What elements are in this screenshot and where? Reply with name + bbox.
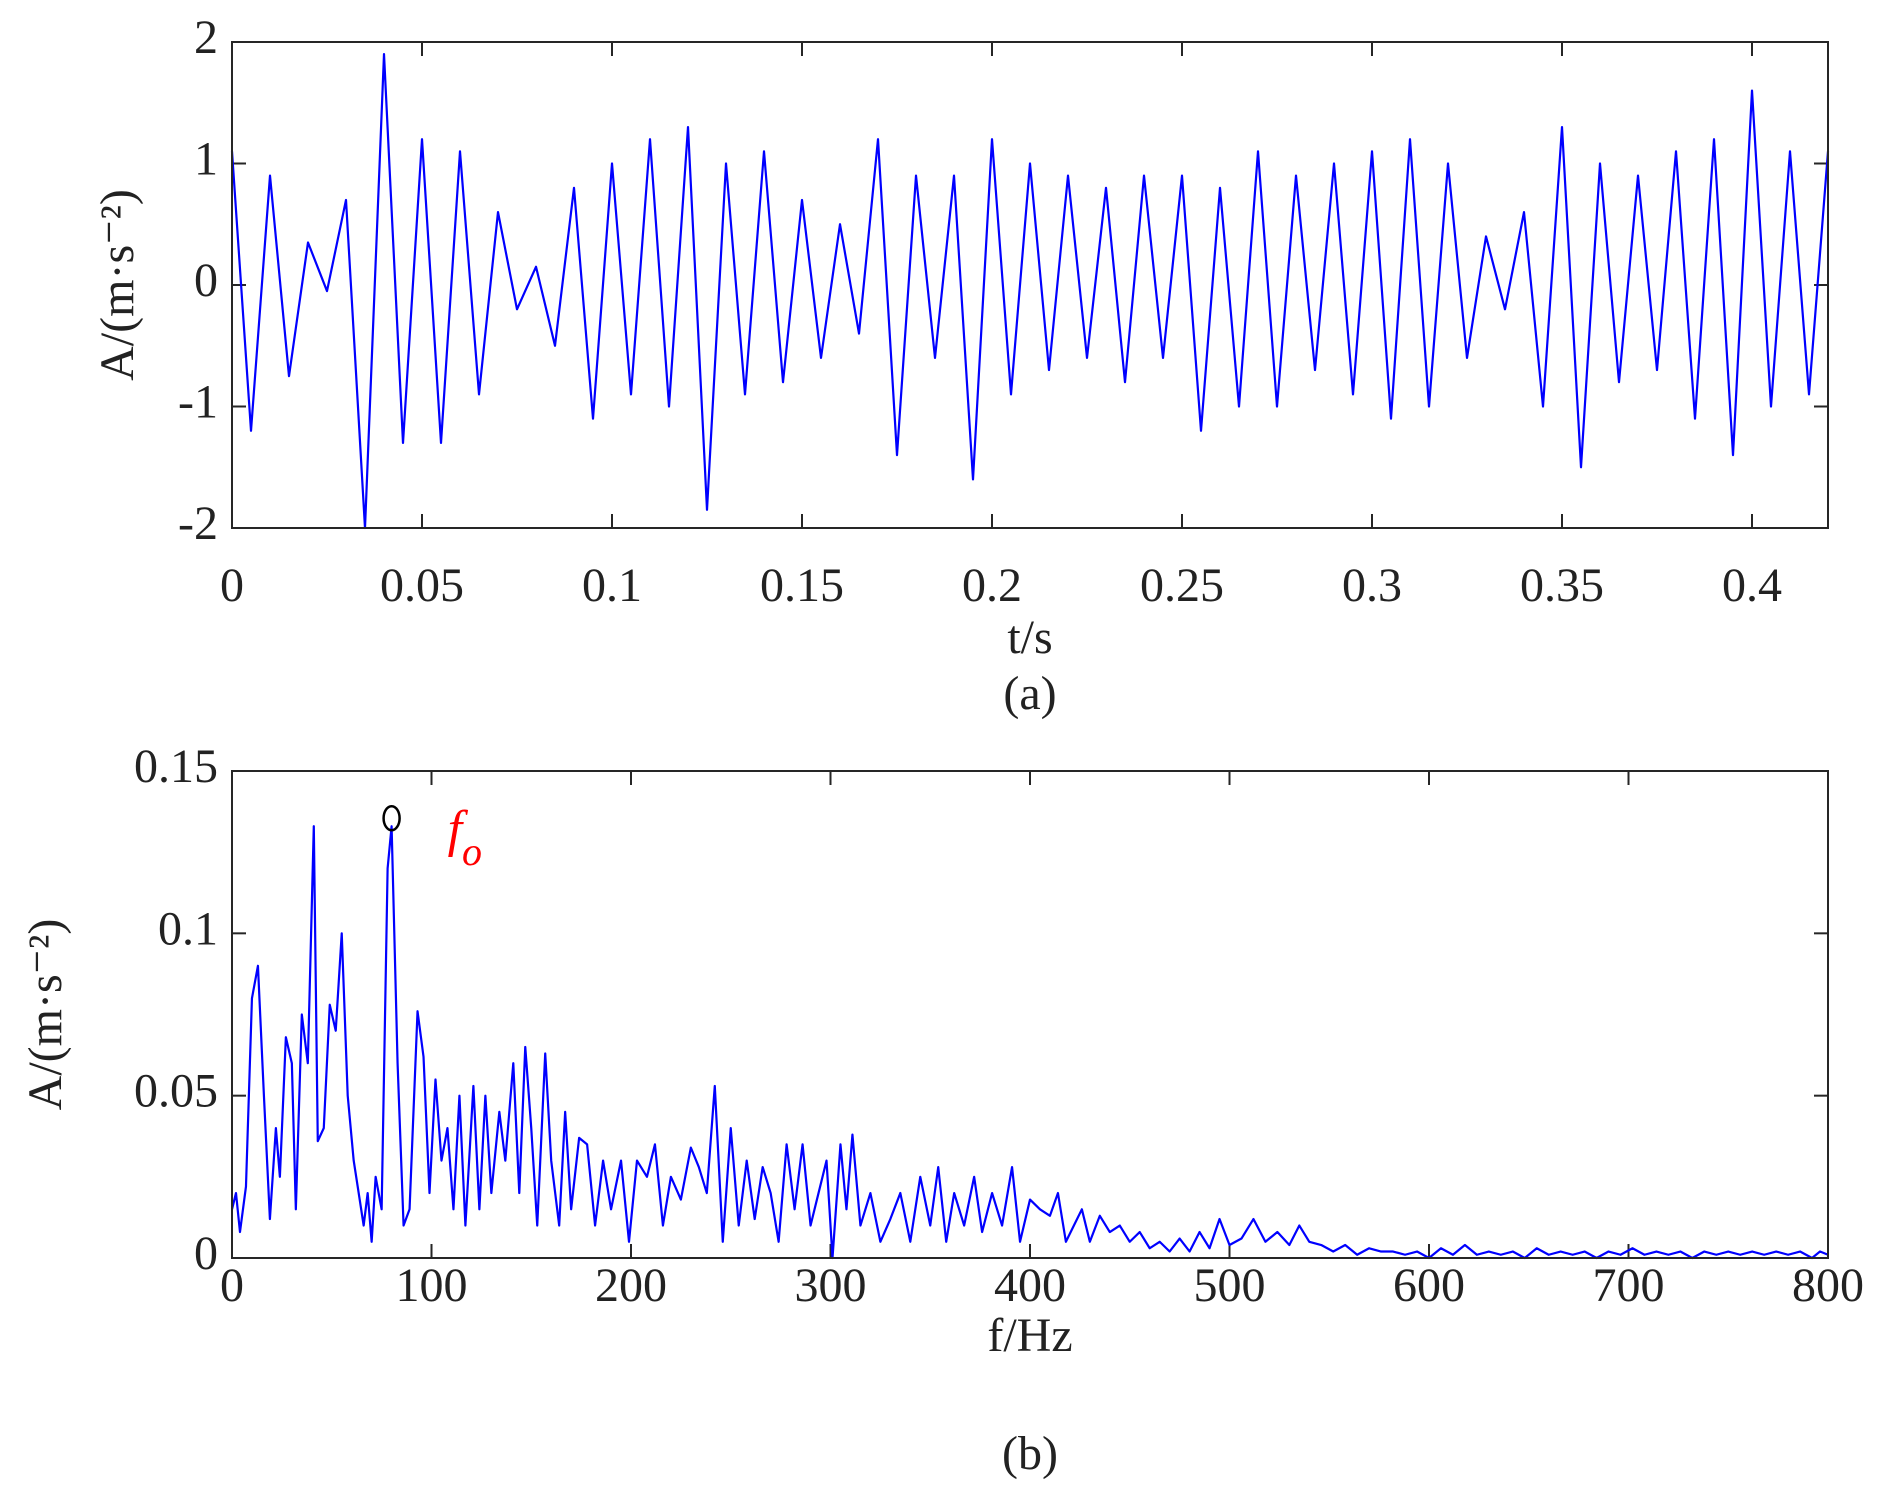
x-tick-label: 0.05 [380,559,464,612]
x-tick-label: 0.15 [760,559,844,612]
y-axis-label: A/(m·s⁻²) [19,919,72,1111]
signal-line [230,825,1829,1260]
y-tick-label: 2 [194,11,218,64]
y-tick-label: 1 [194,133,218,186]
y-tick-label: -1 [178,376,218,429]
y-tick-label: 0.1 [158,902,218,955]
x-tick-label: 400 [994,1259,1066,1312]
x-tick-label: 200 [595,1259,667,1312]
x-axis-label: t/s [1007,611,1052,664]
x-tick-label: 800 [1792,1259,1864,1312]
x-tick-label: 0.4 [1722,559,1782,612]
axes-box [231,770,1829,1259]
signal-line [230,53,1830,530]
annotation: fo [448,801,482,874]
y-tick-label: 0.05 [134,1065,218,1118]
x-tick-label: 0.35 [1520,559,1604,612]
caption: (b) [1002,1427,1058,1480]
x-tick-label: 0.25 [1140,559,1224,612]
y-axis-label: A/(m·s⁻²) [91,189,144,381]
x-tick-label: 600 [1393,1259,1465,1312]
x-tick-label: 0.1 [582,559,642,612]
y-tick-label: -2 [178,497,218,550]
x-tick-label: 0 [220,559,244,612]
x-tick-label: 300 [795,1259,867,1312]
x-tick-label: 0.3 [1342,559,1402,612]
caption: (a) [1003,667,1056,720]
x-tick-label: 0.2 [962,559,1022,612]
y-tick-label: 0 [194,254,218,307]
y-tick-label: 0 [194,1227,218,1280]
x-tick-label: 100 [396,1259,468,1312]
peak-marker [382,804,401,832]
axes-box [231,41,1829,529]
y-tick-label: 0.15 [134,740,218,793]
x-tick-label: 700 [1593,1259,1665,1312]
annotation-subscript: o [462,829,482,874]
x-axis-label: f/Hz [987,1309,1072,1362]
x-tick-label: 500 [1194,1259,1266,1312]
x-tick-label: 0 [220,1259,244,1312]
